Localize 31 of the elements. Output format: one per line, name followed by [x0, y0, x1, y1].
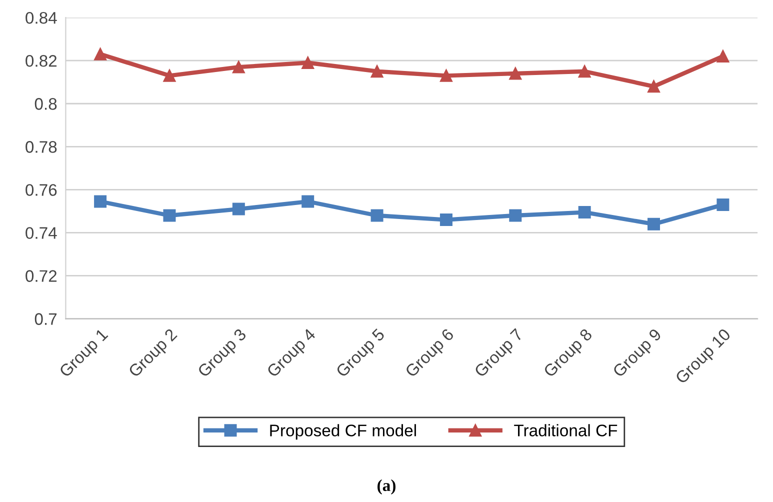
point	[232, 60, 245, 74]
point	[509, 209, 522, 222]
legend-label: Traditional CF	[514, 424, 618, 436]
y-tick-label: 0.72	[26, 270, 57, 282]
point	[302, 195, 314, 208]
point	[440, 69, 452, 82]
point	[716, 50, 730, 63]
legend-label: Proposed CF model	[270, 424, 416, 440]
text: (a)	[378, 479, 396, 494]
y-tick-label: 0.76	[26, 184, 57, 196]
point	[163, 209, 176, 222]
point	[440, 214, 452, 226]
point	[94, 195, 107, 208]
point	[232, 202, 245, 216]
point	[716, 198, 730, 211]
point	[163, 69, 176, 82]
y-tick-label: 0.82	[26, 55, 57, 67]
y-tick-label: 0.78	[26, 141, 57, 153]
point	[370, 65, 384, 78]
y-tick-label: 0.84	[26, 12, 57, 24]
point	[648, 80, 660, 93]
y-tick-label: 0.7	[34, 313, 57, 325]
y-tick-label: 0.8	[34, 98, 57, 110]
point	[509, 67, 522, 80]
point	[648, 218, 660, 230]
point	[94, 48, 107, 60]
point	[578, 206, 591, 219]
point	[370, 209, 384, 222]
point	[578, 65, 591, 78]
y-tick-label: 0.74	[26, 227, 57, 239]
point	[302, 56, 314, 69]
